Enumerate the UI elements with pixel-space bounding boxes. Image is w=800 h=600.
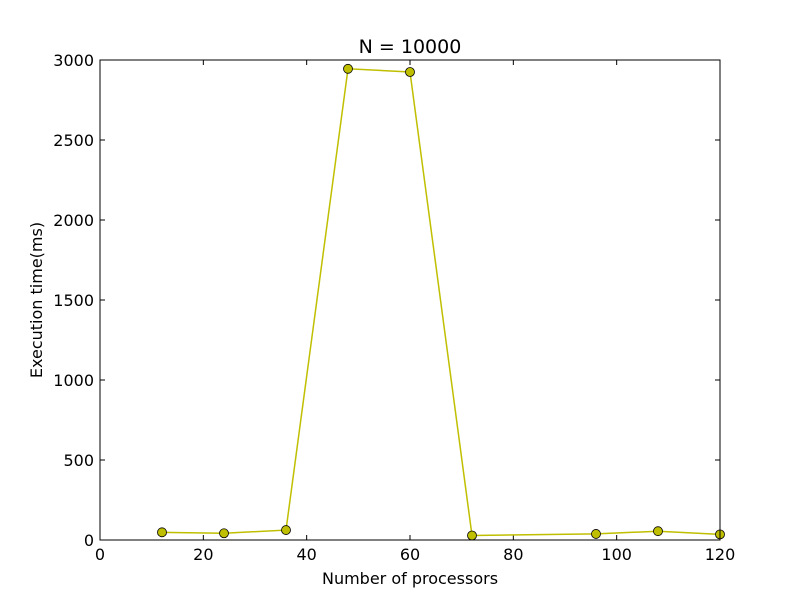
y-tick-label: 1500 [53,291,94,310]
x-tick-label: 60 [400,545,420,564]
plot-frame [99,59,721,541]
data-point [467,530,477,541]
series-layer [157,63,725,541]
y-tick-label: 1000 [53,371,94,390]
data-point [219,528,229,539]
x-tick-label: 20 [193,545,213,564]
x-tick-label: 80 [503,545,523,564]
x-tick-label: 0 [95,545,105,564]
y-tick-label: 2500 [53,131,94,150]
x-axis-label: Number of processors [322,569,498,588]
data-point [281,525,291,535]
chart-title: N = 10000 [359,36,462,58]
data-point [591,529,601,539]
x-tick-label: 100 [601,545,632,564]
x-tick-label: 40 [296,545,316,564]
y-tick-label: 500 [63,451,94,470]
series-line [161,68,721,537]
data-point [157,527,167,538]
x-tick-label: 120 [705,545,736,564]
axis-ticks: 0 20 40 60 80 100 120 0 500 1000 1500 2000 2500 3000 [53,51,735,564]
y-tick-label: 3000 [53,51,94,70]
data-point [653,526,663,537]
y-tick-label: 0 [84,531,94,550]
y-axis-label: Execution time(ms) [27,222,46,378]
data-point [405,67,415,77]
data-point [343,63,353,74]
y-tick-label: 2000 [53,211,94,230]
